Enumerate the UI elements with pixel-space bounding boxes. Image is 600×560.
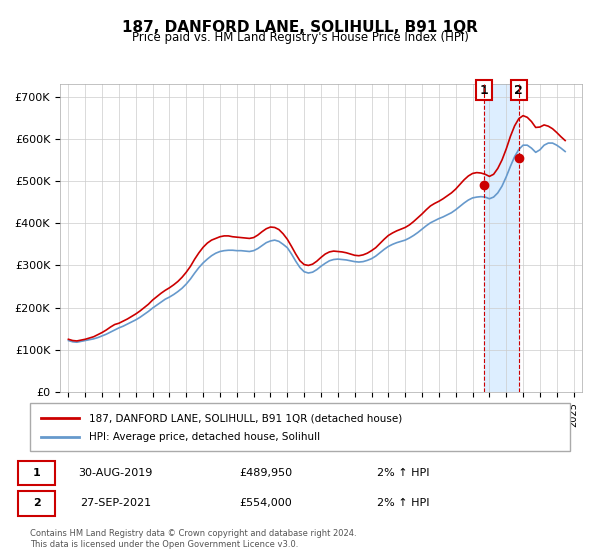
FancyBboxPatch shape xyxy=(18,461,55,486)
Text: 2% ↑ HPI: 2% ↑ HPI xyxy=(377,498,430,508)
FancyBboxPatch shape xyxy=(30,403,570,451)
Text: HPI: Average price, detached house, Solihull: HPI: Average price, detached house, Soli… xyxy=(89,432,320,442)
Text: 2: 2 xyxy=(33,498,41,508)
Text: 1: 1 xyxy=(33,468,41,478)
Text: £554,000: £554,000 xyxy=(239,498,292,508)
Text: 2% ↑ HPI: 2% ↑ HPI xyxy=(377,468,430,478)
FancyBboxPatch shape xyxy=(18,491,55,516)
Text: 187, DANFORD LANE, SOLIHULL, B91 1QR (detached house): 187, DANFORD LANE, SOLIHULL, B91 1QR (de… xyxy=(89,413,403,423)
Text: Contains HM Land Registry data © Crown copyright and database right 2024.: Contains HM Land Registry data © Crown c… xyxy=(30,529,356,538)
Text: 30-AUG-2019: 30-AUG-2019 xyxy=(79,468,153,478)
Text: This data is licensed under the Open Government Licence v3.0.: This data is licensed under the Open Gov… xyxy=(30,540,298,549)
Text: 27-SEP-2021: 27-SEP-2021 xyxy=(80,498,151,508)
Bar xyxy=(484,84,519,392)
Text: Price paid vs. HM Land Registry's House Price Index (HPI): Price paid vs. HM Land Registry's House … xyxy=(131,31,469,44)
Text: £489,950: £489,950 xyxy=(239,468,292,478)
Text: 187, DANFORD LANE, SOLIHULL, B91 1QR: 187, DANFORD LANE, SOLIHULL, B91 1QR xyxy=(122,20,478,35)
Text: 1: 1 xyxy=(479,83,488,97)
Text: 2: 2 xyxy=(514,83,523,97)
